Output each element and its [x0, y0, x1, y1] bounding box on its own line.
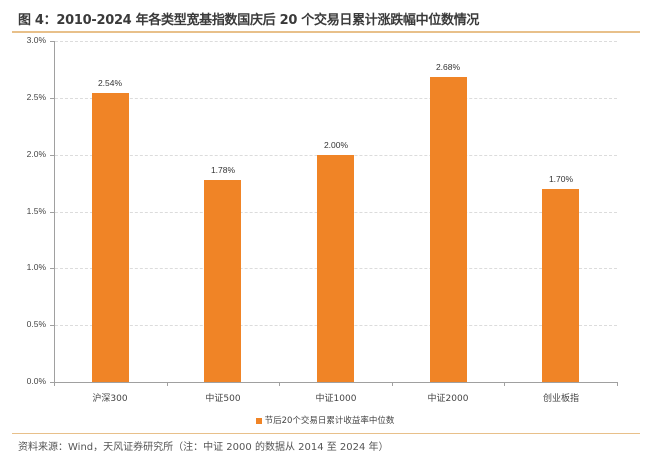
x-tick-mark	[392, 382, 393, 386]
bar-value-label: 1.78%	[210, 165, 236, 175]
y-tick-label: 1.5%	[26, 206, 46, 216]
bar-value-label: 2.54%	[97, 78, 123, 88]
x-category-label: 创业板指	[542, 394, 579, 404]
legend-label: 节后20个交易日累计收益率中位数	[264, 416, 395, 426]
x-axis	[54, 382, 617, 383]
bar	[317, 155, 354, 382]
y-tick-mark	[50, 268, 54, 269]
bar-value-label: 2.68%	[435, 62, 461, 72]
x-category-label: 中证500	[205, 394, 241, 404]
x-category-label: 中证1000	[315, 394, 357, 404]
y-tick-mark	[50, 212, 54, 213]
x-category-label: 沪深300	[92, 394, 128, 404]
bar	[92, 93, 129, 382]
x-tick-mark	[167, 382, 168, 386]
y-tick-label: 0.5%	[26, 319, 46, 329]
y-tick-mark	[50, 325, 54, 326]
gridline	[55, 41, 617, 42]
y-tick-label: 2.5%	[26, 92, 46, 102]
bar	[430, 77, 467, 382]
y-tick-mark	[50, 41, 54, 42]
title-divider	[12, 31, 640, 33]
y-tick-label: 1.0%	[26, 262, 46, 272]
y-tick-mark	[50, 382, 54, 383]
y-tick-label: 2.0%	[26, 149, 46, 159]
y-axis	[54, 41, 55, 382]
x-tick-mark	[504, 382, 505, 386]
y-tick-label: 3.0%	[26, 35, 46, 45]
bar-value-label: 1.70%	[548, 174, 574, 184]
y-tick-mark	[50, 98, 54, 99]
legend-swatch-icon	[255, 417, 262, 424]
chart-title: 图 4：2010-2024 年各类型宽基指数国庆后 20 个交易日累计涨跌幅中位…	[18, 13, 480, 28]
source-note: 资料来源：Wind，天风证券研究所（注：中证 2000 的数据从 2014 至 …	[18, 442, 389, 453]
y-tick-label: 0.0%	[26, 376, 46, 386]
x-tick-mark	[617, 382, 618, 386]
x-category-label: 中证2000	[427, 394, 469, 404]
bar-value-label: 2.00%	[323, 140, 349, 150]
bar	[542, 189, 579, 382]
source-divider	[12, 433, 640, 434]
bar	[204, 180, 241, 382]
gridline	[55, 98, 617, 99]
x-tick-mark	[54, 382, 55, 386]
y-tick-mark	[50, 155, 54, 156]
x-tick-mark	[279, 382, 280, 386]
chart-legend: 节后20个交易日累计收益率中位数	[0, 414, 650, 426]
